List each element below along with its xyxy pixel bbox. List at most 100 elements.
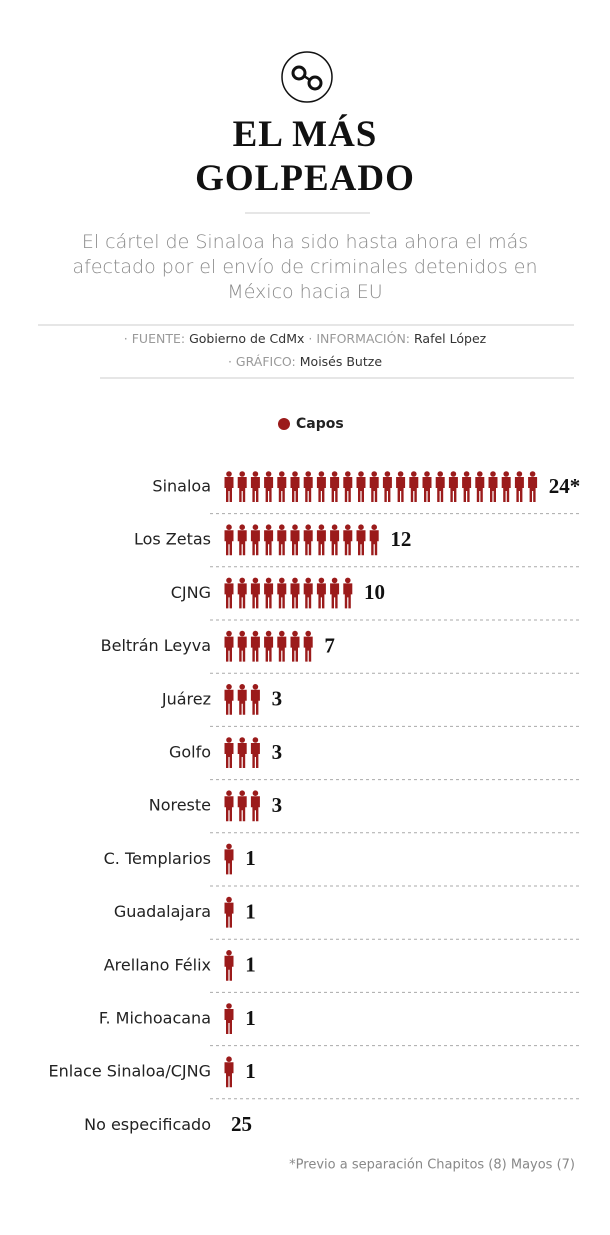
icon-head (239, 577, 245, 584)
title: EL MÁS GOLPEADO (195, 114, 415, 199)
icon-body (343, 530, 353, 556)
icon-head (477, 471, 483, 477)
person-icon (290, 630, 300, 662)
person-icon (303, 577, 313, 609)
person-icon (250, 737, 260, 768)
person-icon (356, 524, 366, 556)
icon-body (237, 583, 247, 609)
icon-head (424, 471, 430, 477)
category-label: C. Templarios (104, 849, 211, 868)
icon-head (226, 1056, 232, 1062)
icon-body (303, 636, 313, 662)
icon-head (239, 790, 245, 796)
icon-body (224, 1062, 234, 1088)
value-label: 1 (245, 899, 256, 923)
source-text: Moisés Butze (299, 354, 383, 369)
legend-label: Capos (296, 416, 344, 432)
icon-body (369, 477, 379, 502)
icon-head (516, 471, 523, 477)
icon-head (265, 630, 272, 637)
icon-body (462, 477, 472, 502)
pictogram-row (224, 524, 379, 556)
icon-head (226, 577, 232, 584)
category-label: Los Zetas (134, 530, 211, 549)
icon-head (305, 630, 311, 637)
person-icon (330, 471, 340, 502)
person-icon (277, 630, 287, 662)
person-icon (475, 471, 485, 502)
person-icon (264, 524, 274, 556)
category-label: Enlace Sinaloa/CJNG (49, 1062, 211, 1081)
icon-head (437, 471, 443, 477)
person-icon (250, 524, 260, 556)
person-icon (448, 471, 458, 502)
category-label: Arellano Félix (104, 955, 211, 974)
icon-body (224, 902, 234, 928)
value-label: 3 (272, 740, 283, 764)
pictogram-row (224, 790, 260, 822)
icon-body (316, 530, 326, 556)
icon-head (226, 843, 232, 850)
pictogram-row (224, 843, 234, 875)
person-icon (290, 524, 300, 556)
icon-head (226, 630, 232, 637)
icon-body (343, 583, 353, 609)
icon-head (450, 471, 457, 477)
value-label: 1 (245, 846, 256, 870)
source-label: · INFORMACIÓN: (308, 331, 411, 346)
pictogram-row (224, 577, 353, 609)
category-label: CJNG (171, 583, 211, 602)
icon-body (356, 530, 366, 556)
icon-head (252, 471, 259, 477)
value-label: 1 (245, 953, 256, 977)
icon-head (529, 471, 536, 477)
person-icon (343, 577, 353, 609)
person-icon (224, 737, 234, 768)
person-icon (264, 577, 274, 609)
value-label: 7 (324, 633, 335, 657)
icon-head (279, 524, 285, 530)
icon-head (305, 577, 311, 584)
person-icon (369, 471, 379, 502)
icon-body (224, 1009, 234, 1034)
person-icon (435, 471, 445, 502)
icon-head (239, 524, 245, 530)
legend-swatch (278, 418, 290, 430)
pictogram-row (224, 950, 234, 981)
icon-head (279, 630, 285, 637)
icon-body (488, 477, 498, 502)
icon-body (224, 796, 234, 822)
person-icon (290, 577, 300, 609)
icon-body (528, 477, 538, 502)
icon-head (318, 524, 325, 530)
icon-head (239, 471, 245, 477)
icon-body (250, 530, 260, 556)
person-icon (316, 524, 326, 556)
icon-head (265, 524, 272, 530)
icon-body (250, 796, 260, 822)
icon-head (226, 896, 232, 903)
icon-head (331, 577, 338, 584)
source-text: Rafel López (414, 331, 487, 346)
footnote: *Previo a separación Chapitos (8) Mayos … (289, 1158, 575, 1173)
icon-body (224, 583, 234, 609)
icon-head (503, 471, 509, 477)
source-text: Gobierno de CdMx (189, 331, 305, 346)
icon-body (303, 530, 313, 556)
value-label: 12 (390, 527, 411, 551)
icon-body (316, 477, 326, 502)
person-icon (224, 896, 234, 928)
icon-head (331, 524, 338, 530)
person-icon (343, 471, 353, 502)
person-icon (237, 577, 247, 609)
source-line: · GRÁFICO: Moisés Butze (0, 354, 610, 369)
icon-head (226, 790, 232, 796)
icon-head (226, 950, 232, 956)
source-label: · GRÁFICO: (227, 354, 296, 369)
icon-body (369, 530, 379, 556)
person-icon (303, 630, 313, 662)
person-icon (462, 471, 472, 502)
icon-head (331, 471, 338, 477)
person-icon (264, 471, 274, 502)
